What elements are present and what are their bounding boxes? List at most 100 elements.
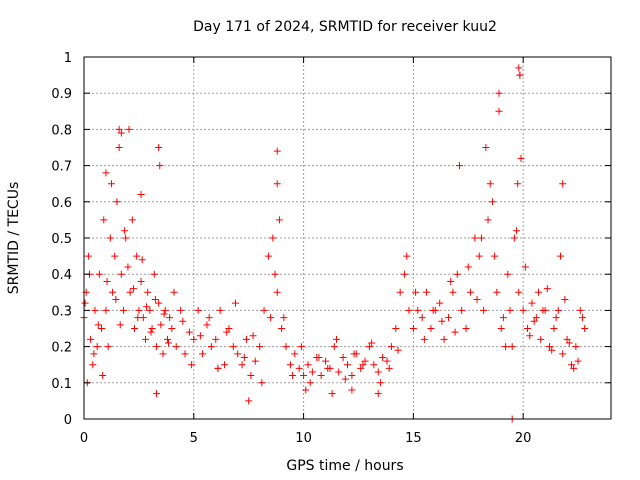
data-point xyxy=(185,328,193,336)
data-point xyxy=(370,361,378,369)
data-point xyxy=(159,350,167,358)
y-tick-label: 0 xyxy=(64,413,72,428)
data-point xyxy=(565,339,573,347)
data-point xyxy=(394,346,402,354)
chart-title: Day 171 of 2024, SRMTID for receiver kuu… xyxy=(193,19,497,35)
data-point xyxy=(480,306,488,314)
data-point xyxy=(559,180,567,188)
data-point xyxy=(238,361,246,369)
data-point xyxy=(131,325,139,332)
data-point xyxy=(168,325,176,332)
data-point xyxy=(102,169,110,177)
data-point xyxy=(477,234,485,242)
data-point xyxy=(423,288,431,296)
data-point xyxy=(148,325,156,332)
data-point xyxy=(160,310,168,318)
data-point xyxy=(403,252,411,260)
data-point xyxy=(172,343,180,351)
data-point xyxy=(409,325,417,332)
data-point xyxy=(473,296,481,304)
data-point xyxy=(273,180,281,188)
data-point xyxy=(205,314,213,322)
data-point xyxy=(359,361,367,369)
data-point xyxy=(161,306,169,314)
data-points xyxy=(80,64,589,423)
data-point xyxy=(528,299,536,307)
data-point xyxy=(245,397,253,405)
data-point xyxy=(295,364,303,372)
data-point xyxy=(100,216,108,224)
data-point xyxy=(412,288,420,296)
data-point xyxy=(111,252,119,260)
data-point xyxy=(212,335,220,343)
data-point xyxy=(517,154,525,162)
y-tick-label: 0.2 xyxy=(51,341,72,356)
x-tick-label: 0 xyxy=(80,431,88,446)
data-point xyxy=(99,372,107,380)
data-point xyxy=(271,270,279,278)
data-point xyxy=(537,335,545,343)
y-tick-label: 0.6 xyxy=(51,196,72,211)
data-point xyxy=(499,314,507,322)
data-point xyxy=(374,368,382,376)
data-point xyxy=(278,325,286,332)
data-point xyxy=(94,321,102,329)
y-axis-label: SRMTID / TECUs xyxy=(6,182,22,295)
data-point xyxy=(451,328,459,336)
data-point xyxy=(264,252,272,260)
data-point xyxy=(143,303,151,311)
data-point xyxy=(414,306,422,314)
data-point xyxy=(107,180,115,188)
data-point xyxy=(144,288,152,296)
data-point xyxy=(440,335,448,343)
y-tick-label: 0.5 xyxy=(51,232,72,247)
data-point xyxy=(199,350,207,358)
data-point xyxy=(493,288,501,296)
data-point xyxy=(548,346,556,354)
data-point xyxy=(90,350,98,358)
data-point xyxy=(256,343,264,351)
data-point xyxy=(190,335,198,343)
data-point xyxy=(383,357,391,365)
data-point xyxy=(488,198,496,206)
data-point xyxy=(324,364,332,372)
data-point xyxy=(103,277,111,285)
data-point xyxy=(216,306,224,314)
data-point xyxy=(482,144,490,151)
data-point xyxy=(122,234,130,242)
x-tick-label: 10 xyxy=(295,431,312,446)
data-point xyxy=(365,343,373,351)
data-point xyxy=(133,252,141,260)
data-point xyxy=(561,296,569,304)
data-point xyxy=(335,368,343,376)
x-tick-label: 5 xyxy=(190,431,198,446)
data-point xyxy=(98,325,106,332)
data-point xyxy=(223,328,231,336)
axis-ticks xyxy=(83,56,611,420)
data-point xyxy=(134,314,142,322)
data-point xyxy=(420,335,428,343)
data-point xyxy=(418,314,426,322)
data-point xyxy=(574,357,582,365)
data-point xyxy=(115,125,123,133)
data-point xyxy=(297,343,305,351)
data-point xyxy=(396,288,404,296)
x-tick-label: 15 xyxy=(405,431,422,446)
y-tick-label: 1 xyxy=(64,51,72,66)
data-point xyxy=(308,368,316,376)
data-point xyxy=(552,314,560,322)
data-point xyxy=(251,357,259,365)
data-point xyxy=(387,343,395,351)
data-point xyxy=(194,306,202,314)
data-point xyxy=(567,361,575,369)
data-point xyxy=(519,306,527,314)
data-point xyxy=(214,364,222,372)
data-point xyxy=(458,306,466,314)
data-point xyxy=(559,350,567,358)
data-point xyxy=(484,216,492,224)
data-point xyxy=(152,343,160,351)
data-point xyxy=(137,277,145,285)
data-point xyxy=(328,390,336,398)
data-point xyxy=(273,147,281,155)
data-point xyxy=(510,234,518,242)
